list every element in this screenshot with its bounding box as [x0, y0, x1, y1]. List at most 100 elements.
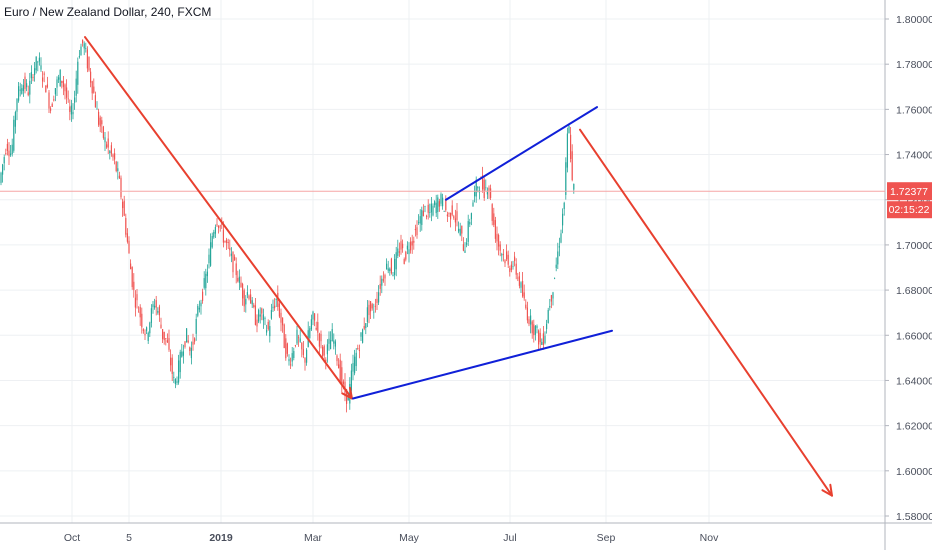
candle-body	[242, 283, 244, 299]
y-tick-label: 1.66000	[896, 330, 932, 342]
candle-body	[350, 370, 352, 391]
candle-body	[67, 98, 69, 100]
candle-body	[195, 318, 197, 334]
blue-line-lower-line	[352, 329, 613, 400]
candle-body	[432, 205, 434, 216]
candle-body	[30, 72, 32, 79]
candle-body	[403, 259, 405, 264]
candle-body	[570, 134, 572, 159]
candle-body	[16, 98, 18, 112]
candle-body	[53, 99, 55, 101]
candle-body	[544, 335, 546, 344]
candle-body	[390, 258, 392, 274]
candle-body	[3, 157, 5, 164]
candle-body	[13, 119, 15, 151]
blue-line-upper-line	[445, 106, 598, 201]
candle-body	[411, 241, 413, 246]
candle-body	[371, 304, 373, 309]
candle-body	[58, 77, 60, 80]
candle-body	[490, 188, 492, 198]
candle-body	[387, 268, 389, 271]
candle-body	[395, 252, 397, 270]
candle-body	[413, 240, 415, 243]
x-tick-label: Sep	[597, 532, 616, 544]
candle-body	[504, 260, 506, 264]
candle-body	[530, 315, 532, 325]
candle-body	[106, 144, 108, 148]
candle-body	[325, 359, 327, 362]
candle-body	[160, 324, 162, 329]
countdown-label: 02:15:22	[889, 204, 930, 216]
candle-body	[378, 292, 380, 303]
red-arrow-forecast-line	[579, 128, 833, 497]
candle-body	[494, 220, 496, 239]
x-tick-label: Mar	[304, 532, 323, 544]
candle-body	[158, 306, 160, 316]
candle-body	[560, 233, 562, 243]
candle-body	[26, 83, 28, 88]
candle-body	[352, 363, 354, 372]
candle-body	[536, 326, 538, 328]
candle-body	[437, 197, 439, 213]
candle-body	[360, 332, 362, 337]
candle-body	[450, 213, 452, 220]
candle-body	[72, 111, 74, 115]
candle-body	[165, 338, 167, 340]
candle-body	[285, 338, 287, 359]
candle-body	[550, 295, 552, 302]
last-price-label-bg	[887, 182, 932, 201]
candle-body	[453, 216, 455, 219]
candle-body	[238, 276, 240, 283]
candle-body	[226, 239, 228, 243]
candle-body	[435, 202, 437, 214]
candle-body	[93, 86, 95, 93]
candle-body	[117, 168, 119, 172]
candle-body	[243, 290, 245, 307]
candle-body	[477, 187, 479, 189]
y-tick-label: 1.62000	[896, 421, 932, 433]
candle-body	[472, 202, 474, 207]
candle-body	[445, 198, 447, 211]
candle-body	[219, 225, 221, 227]
candle-body	[502, 254, 504, 255]
candle-body	[190, 347, 192, 359]
candle-body	[533, 324, 535, 336]
candle-body	[174, 378, 176, 385]
candle-body	[528, 319, 530, 325]
candle-body	[520, 282, 522, 288]
y-tick-label: 1.74000	[896, 150, 932, 162]
candle-body	[24, 76, 26, 89]
candle-body	[18, 86, 20, 101]
candle-body	[237, 277, 239, 282]
candle-body	[483, 179, 485, 199]
candle-body	[0, 172, 2, 183]
candle-body	[382, 279, 384, 281]
candle-body	[429, 212, 431, 213]
candle-body	[197, 306, 199, 316]
candle-body	[322, 346, 324, 357]
candle-body	[427, 204, 429, 213]
y-tick-label: 1.64000	[896, 375, 932, 387]
candle-body	[133, 281, 135, 290]
candle-body	[318, 333, 320, 347]
candle-body	[394, 258, 396, 275]
candle-body	[562, 213, 564, 226]
candle-body	[189, 347, 191, 352]
candle-body	[312, 311, 314, 320]
candle-body	[245, 298, 247, 305]
candle-body	[211, 236, 213, 248]
candle-body	[168, 338, 170, 350]
candle-body	[422, 210, 424, 217]
candle-body	[549, 306, 551, 308]
candle-body	[270, 310, 272, 319]
candle-body	[398, 251, 400, 253]
candle-body	[232, 252, 234, 273]
candle-body	[115, 161, 117, 172]
candle-body	[534, 326, 536, 335]
candle-body	[246, 292, 248, 296]
candle-body	[11, 144, 13, 155]
candle-body	[443, 211, 445, 212]
candle-body	[456, 211, 458, 221]
candle-body	[482, 175, 484, 190]
